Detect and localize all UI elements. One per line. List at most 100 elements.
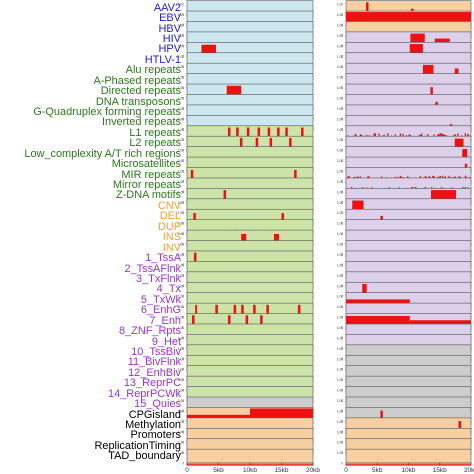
right-ytick: 1.00 (337, 441, 343, 445)
right-ytick: 1.00 (337, 420, 343, 424)
row-label: 3_TxFlnk (136, 272, 181, 285)
right-x-tick-label: 15kb (433, 467, 447, 474)
left-ytick: 0 (182, 13, 184, 17)
right-ytick: 1.00 (337, 170, 343, 174)
right-ytick: 0 (341, 13, 343, 17)
left-ytick: 0 (182, 211, 184, 215)
left-bar (269, 137, 273, 152)
right-ytick: 1.00 (337, 13, 343, 17)
row-label: 6_EnhG (140, 304, 181, 317)
row-label: 13_ReprPC (123, 377, 181, 390)
left-ytick: 1.00 (178, 149, 184, 153)
right-ytick: 1.00 (337, 253, 343, 257)
row-label: CPGisland (128, 408, 181, 421)
row-label: DUP (157, 220, 181, 233)
left-bar (190, 169, 194, 183)
right-ytick: 1.00 (337, 305, 343, 309)
left-ytick: 0 (182, 221, 184, 225)
row-label: 7_Enh (149, 314, 181, 327)
right-x-tick-label: 0 (344, 467, 348, 474)
right-ytick: 0 (341, 253, 343, 257)
right-ytick: 1.00 (337, 274, 343, 278)
right-ytick: 0 (341, 367, 343, 371)
left-ytick: 0 (182, 117, 184, 121)
right-ytick: 0 (341, 284, 343, 288)
left-ytick: 0 (182, 159, 184, 163)
left-bar (266, 304, 269, 319)
left-bar (239, 137, 243, 152)
right-ytick: 1.00 (337, 211, 343, 215)
row-label: L1 repeats (129, 126, 181, 139)
left-ytick: 1.00 (178, 76, 184, 80)
row-label: Promoters (130, 429, 181, 442)
row-label: Mirror repeats (112, 179, 181, 192)
right-ytick: 1.00 (337, 96, 343, 100)
left-bar (233, 304, 237, 319)
left-ytick: 1.00 (178, 389, 184, 393)
right-ytick: 0 (341, 242, 343, 246)
right-ytick: 1.00 (337, 368, 343, 372)
row-label: DEL (159, 210, 181, 223)
right-ytick: 1.00 (337, 149, 343, 153)
right-bar (352, 200, 364, 215)
right-ytick: 0 (341, 86, 343, 90)
right-ytick: 1.00 (337, 117, 343, 121)
row-label: A-Phased repeats (93, 74, 181, 87)
left-ytick: 1.00 (178, 201, 184, 205)
right-ytick: 0 (341, 274, 343, 278)
right-ytick: 1.00 (337, 23, 343, 27)
left-ytick: 0 (182, 65, 184, 69)
row-label: 8_ZNF_Rpts (119, 325, 181, 338)
left-ytick: 0 (182, 180, 184, 184)
left-ytick: 0 (182, 420, 184, 424)
left-ytick: 0 (182, 441, 184, 445)
left-ytick: 1.00 (178, 263, 184, 267)
left-ytick: 0 (182, 138, 184, 142)
row-label: 14_ReprPCWk (108, 387, 181, 400)
row-label: AAV2 (153, 1, 181, 14)
left-ytick: 1.00 (178, 34, 184, 38)
right-ytick: 1.00 (337, 232, 343, 236)
left-x-tick-label: 20kb (306, 467, 320, 474)
right-ytick: 0 (341, 34, 343, 38)
right-ytick: 0 (341, 55, 343, 59)
row-label: INV (162, 241, 181, 254)
row-label: HBV (158, 22, 182, 35)
right-ytick: 1.00 (337, 107, 343, 111)
left-ytick: 0 (182, 44, 184, 48)
left-ytick: 1.00 (178, 451, 184, 455)
right-ytick: 1.00 (337, 399, 343, 403)
right-ytick: 0 (341, 169, 343, 173)
left-bar (285, 127, 288, 141)
right-x-tick-label: 5kb (372, 467, 383, 474)
left-bar (227, 127, 231, 141)
right-ytick: 1.00 (337, 451, 343, 455)
row-label: 2_TssAFlnk (124, 262, 181, 275)
left-ytick: 1.00 (178, 159, 184, 163)
left-ytick: 0 (182, 305, 184, 309)
left-ytick: 1.00 (178, 399, 184, 403)
left-ytick: 1.00 (178, 55, 184, 59)
right-ytick: 1.00 (337, 326, 343, 330)
left-ytick: 1.00 (178, 211, 184, 215)
left-ytick: 0 (182, 86, 184, 90)
left-ytick: 0 (182, 315, 184, 319)
left-ytick: 1.00 (178, 3, 184, 7)
row-label: HPV (158, 43, 182, 56)
right-ytick: 0 (341, 148, 343, 152)
right-bar (430, 87, 433, 100)
right-ytick: 0 (341, 128, 343, 132)
left-ytick: 1.00 (178, 138, 184, 142)
row-label: HTLV-1 (144, 53, 181, 66)
left-ytick: 0 (182, 107, 184, 111)
left-ytick: 0 (182, 34, 184, 38)
left-bar (192, 315, 195, 329)
left-ytick: 1.00 (178, 409, 184, 413)
right-ytick: 1.00 (337, 430, 343, 434)
right-ytick: 0 (341, 357, 343, 361)
right-ytick: 0 (341, 180, 343, 184)
right-ytick: 1.00 (337, 76, 343, 80)
left-ytick: 1.00 (178, 336, 184, 340)
left-x-tick-label: 0 (185, 467, 189, 474)
